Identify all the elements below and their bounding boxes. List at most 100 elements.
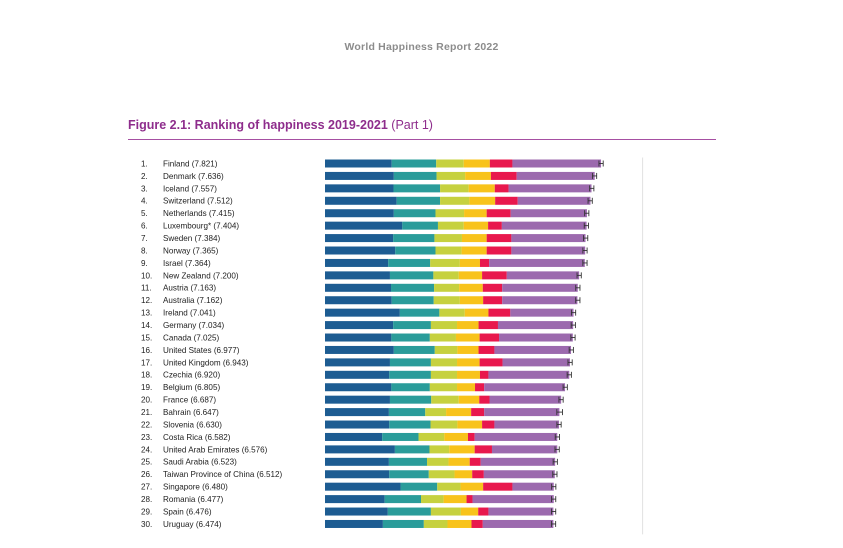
bar-segment [325,470,390,479]
bar-segment [478,507,489,516]
bar-segment [402,221,438,230]
bar-segment [436,171,466,180]
bar-segment [499,333,573,342]
bar-segment [437,482,461,491]
bar-segment [389,358,431,367]
bar-segment [510,308,574,317]
bar-segment [429,445,450,454]
bar-segment [457,420,483,429]
country-label: Israel (7.364) [163,259,211,268]
bar-segment [458,395,480,404]
bar-segment [429,383,458,392]
rank-label: 20. [141,396,152,405]
rank-label: 6. [141,222,148,231]
bar-segment [428,470,455,479]
bar-segment [512,482,554,491]
bar-segment [430,358,458,367]
bar-segment [459,283,483,292]
bar-segment [325,457,389,466]
rank-label: 19. [141,383,152,392]
bar-segment [512,159,602,168]
bar-segment [389,395,432,404]
bar-segment [421,495,444,504]
bar-segment [434,234,462,243]
country-label: Spain (6.476) [163,507,212,516]
bar-segment [488,370,570,379]
bar-segment [495,196,518,205]
bar-segment [488,221,502,230]
bar-segment [325,395,390,404]
bar-segment [399,308,440,317]
bar-segment [460,507,479,516]
bar-segment [430,258,460,267]
bar-segment [325,283,392,292]
country-label: Singapore (6.480) [163,483,228,492]
bar-segment [391,296,434,305]
country-label: Sweden (7.384) [163,234,220,243]
bar-segment [439,308,465,317]
bar-segment [325,234,394,243]
rank-label: 11. [141,284,152,293]
rank-label: 24. [141,445,152,454]
bar-segment [394,445,430,454]
bar-segment [440,184,469,193]
country-label: Romania (6.477) [163,495,224,504]
bar-segment [325,432,383,441]
bar-segment [430,507,461,516]
bar-segment [479,333,500,342]
bar-segment [471,408,485,417]
bar-segment [516,171,595,180]
rank-label: 15. [141,333,152,342]
bar-segment [435,209,465,218]
country-label: Austria (7.163) [163,284,216,293]
country-label: Finland (7.821) [163,159,218,168]
bar-segment [463,221,489,230]
bar-segment [325,321,394,330]
country-label: Norway (7.365) [163,246,219,255]
rank-label: 16. [141,346,152,355]
bar-segment [389,420,431,429]
bar-segment [436,159,464,168]
bar-segment [483,470,555,479]
bar-segment [382,519,424,528]
bar-segment [469,457,481,466]
bar-segment [494,184,509,193]
bar-segment [384,495,422,504]
country-label: France (6.687) [163,396,216,405]
bar-segment [511,234,586,243]
bar-segment [430,420,458,429]
bar-segment [393,345,435,354]
bar-segment [459,258,480,267]
bar-segment [325,482,401,491]
rank-label: 3. [141,184,148,193]
bar-segment [325,308,400,317]
bar-segment [457,321,479,330]
bar-segment [400,482,438,491]
bar-segment [444,432,468,441]
rank-label: 17. [141,358,152,367]
bar-segment [325,296,392,305]
country-label: Belgium (6.805) [163,383,220,392]
figure-title-bold: Figure 2.1: Ranking of happiness 2019-20… [128,118,388,132]
bar-segment [393,171,437,180]
bar-segment [391,383,430,392]
bar-segment [517,196,591,205]
bar-segment [494,345,572,354]
bar-segment [431,395,459,404]
bar-segment [435,246,462,255]
bar-segment [479,395,490,404]
bar-segment [457,345,479,354]
bar-segment [483,296,503,305]
country-label: Denmark (7.636) [163,172,224,181]
bar-segment [429,333,456,342]
bar-segment [482,420,495,429]
rank-label: 1. [141,159,148,168]
bar-segment [325,383,392,392]
bar-segment [325,358,390,367]
bar-segment [325,221,403,230]
bar-segment [482,271,507,280]
bar-segment [508,184,592,193]
country-label: United Arab Emirates (6.576) [163,445,268,454]
bar-segment [461,246,487,255]
bar-segment [423,519,448,528]
